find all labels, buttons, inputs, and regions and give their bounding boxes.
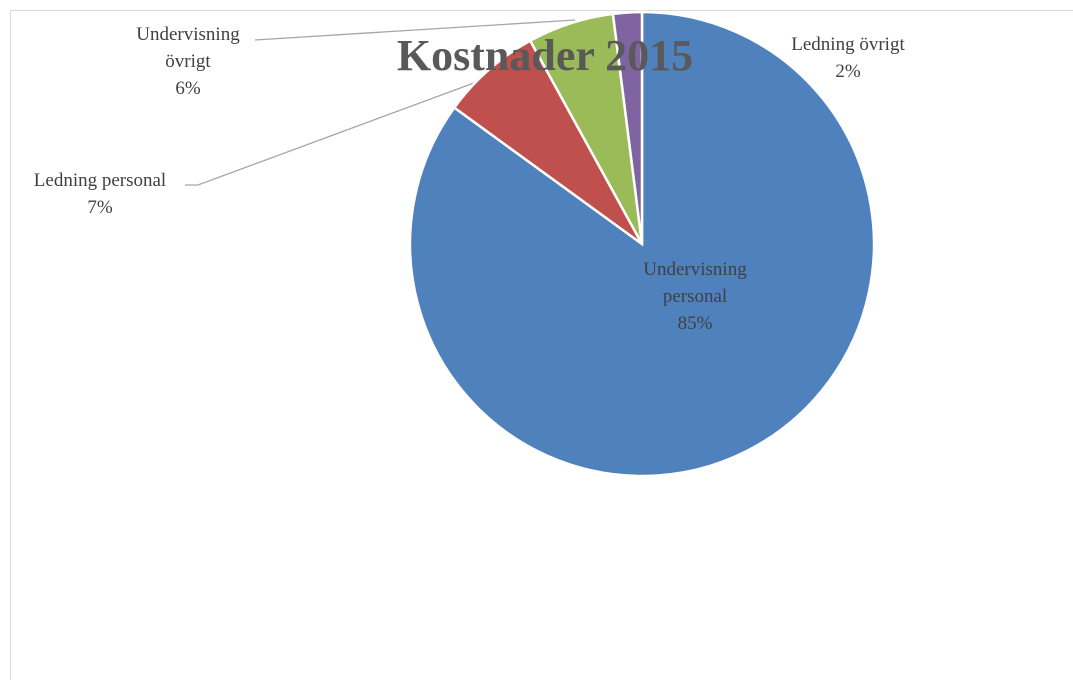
category-label: Undervisning övrigt bbox=[136, 24, 240, 72]
data-label: Undervisning övrigt 6% bbox=[118, 21, 258, 102]
leader-line bbox=[185, 79, 483, 186]
value-label: 6% bbox=[175, 78, 201, 99]
chart-title: Kostnader 2015 bbox=[396, 31, 694, 80]
category-label: Ledning personal bbox=[33, 170, 167, 191]
leader-line bbox=[254, 19, 576, 41]
category-label: Ledning övrigt bbox=[791, 34, 905, 55]
chart-border bbox=[10, 10, 1073, 680]
value-label: 2% bbox=[835, 61, 861, 82]
data-label: Ledning personal 7% bbox=[0, 167, 210, 221]
value-label: 7% bbox=[87, 197, 113, 218]
pie-slice bbox=[611, 10, 644, 245]
data-label: Ledning övrigt 2% bbox=[748, 31, 948, 85]
data-label: Undervisning personal 85% bbox=[625, 256, 765, 337]
pie-slice bbox=[452, 38, 644, 246]
value-label: 85% bbox=[677, 313, 713, 334]
category-label: Undervisning personal bbox=[643, 259, 747, 307]
